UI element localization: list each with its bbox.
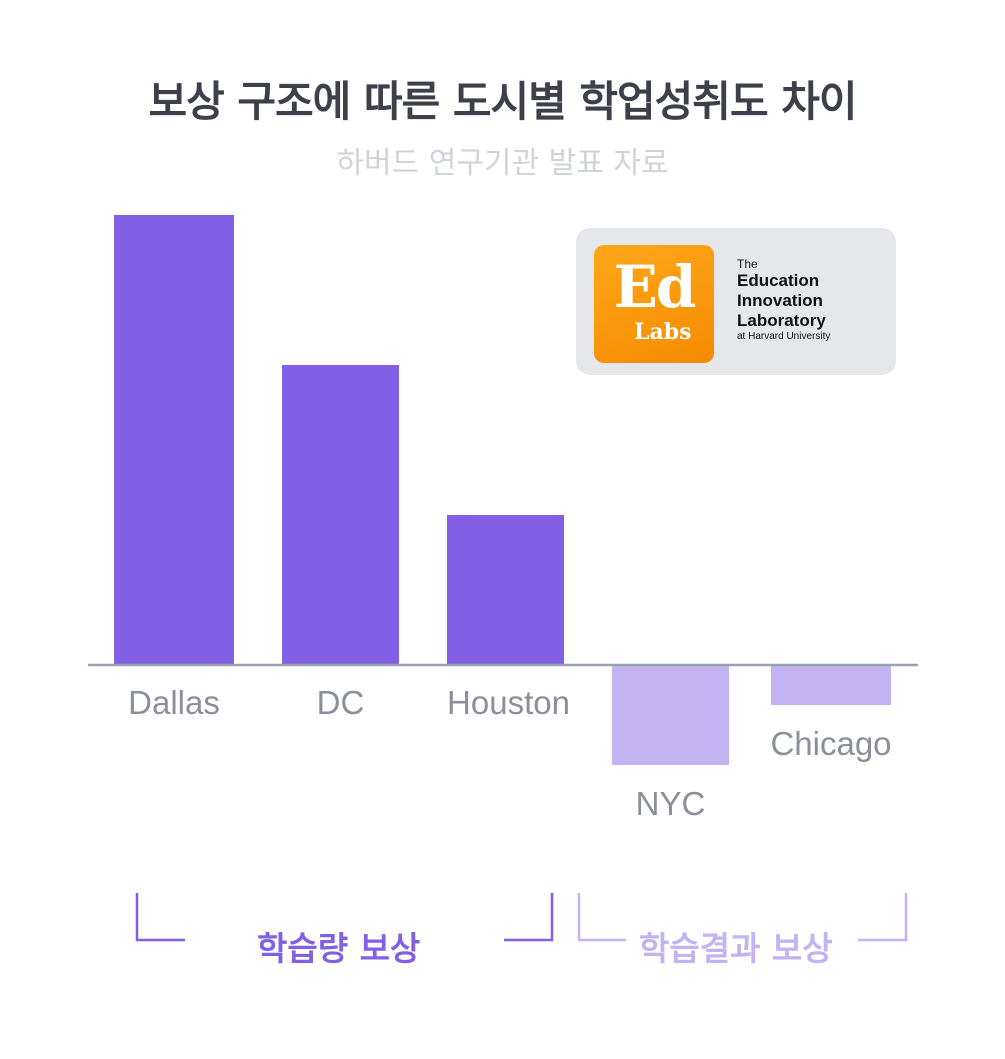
logo-labs-text: Labs [634, 319, 692, 345]
logo-line-laboratory: Laboratory [737, 311, 826, 330]
logo-line-the: The [737, 257, 758, 271]
tick-label-nyc: NYC [636, 785, 706, 822]
group-label-volume-reward: 학습량 보상 [257, 929, 421, 968]
bracket-outcome-right [858, 893, 908, 942]
tick-label-dc: DC [317, 684, 365, 721]
bar-houston [447, 515, 564, 665]
logo-line-innovation: Innovation [737, 291, 823, 310]
bar-dallas [114, 215, 234, 665]
tick-label-dallas: Dallas [128, 684, 220, 721]
chart-subtitle: 하버드 연구기관 발표 자료 [336, 146, 669, 181]
logo-line-harvard: at Harvard University [737, 331, 831, 342]
tick-label-chicago: Chicago [770, 725, 891, 762]
chart-title: 보상 구조에 따른 도시별 학업성취도 차이 [148, 77, 858, 126]
edlabs-logo: Ed Labs The Education Innovation Laborat… [576, 228, 896, 375]
logo-line-education: Education [737, 271, 820, 290]
bracket-volume-right [504, 893, 554, 942]
logo-ed-text: Ed [613, 253, 697, 321]
bar-dc [282, 365, 399, 665]
logo-wordmark: The Education Innovation Laboratory at H… [737, 257, 830, 343]
edlabs-logo-mark: Ed Labs [594, 245, 714, 363]
bar-chicago [771, 665, 891, 705]
bracket-outcome-left [577, 893, 626, 942]
tick-label-houston: Houston [447, 684, 570, 721]
bar-nyc [612, 665, 729, 765]
bracket-volume-left [135, 893, 185, 942]
group-label-outcome-reward: 학습결과 보상 [639, 929, 833, 968]
